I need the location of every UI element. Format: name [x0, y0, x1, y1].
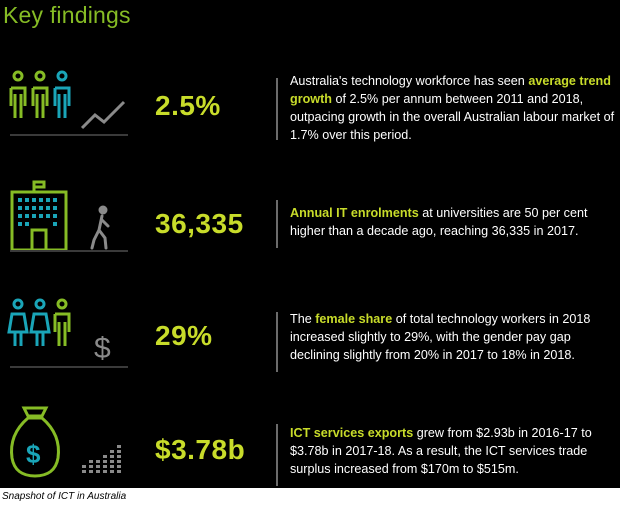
row-divider: [10, 250, 128, 252]
dollar-icon: $: [94, 332, 111, 365]
walking-person-icon: [90, 205, 110, 250]
key-findings-panel: Key findings: [0, 0, 620, 488]
finding-row-enrolments: 36,335 Annual IT enrolments at universit…: [0, 178, 620, 278]
finding-stat: 36,335: [155, 208, 244, 239]
finding-description: Annual IT enrolments at universities are…: [290, 204, 615, 240]
finding-icons: [0, 62, 140, 162]
finding-description: ICT services exports grew from $2.93b in…: [290, 424, 615, 478]
body-text: The: [290, 312, 316, 326]
highlight-text: average trend growth: [290, 74, 611, 106]
vertical-divider: [276, 424, 278, 486]
finding-description: The female share of total technology wor…: [290, 310, 615, 364]
highlight-text: Annual IT enrolments: [290, 206, 419, 220]
vertical-divider: [276, 78, 278, 140]
finding-icons: [0, 178, 140, 278]
finding-row-workforce: 2.5% Australia's technology workforce ha…: [0, 62, 620, 162]
body-text: at universities are 50 per cent higher t…: [290, 206, 588, 238]
finding-icons: $: [0, 290, 140, 390]
svg-text:$: $: [26, 439, 41, 469]
highlight-text: female share: [315, 312, 393, 326]
bar-graph-icon: [82, 445, 121, 473]
finding-stat: $3.78b: [155, 434, 246, 465]
trend-line-icon: [80, 100, 126, 130]
finding-row-exports: $ $3.78b ICT services exports grew from …: [0, 400, 620, 500]
svg-text:$: $: [94, 332, 111, 365]
body-text: grew from $2.93b in 2016-17 to $3.78b in…: [290, 426, 592, 476]
finding-stat: 29%: [155, 320, 213, 351]
body-text: of 2.5% per annum between 2011 and 2018,…: [290, 92, 615, 142]
row-divider: [10, 134, 128, 136]
body-text: Australia's technology workforce has see…: [290, 74, 529, 88]
finding-row-female-share: $ 29% The female share of total technolo…: [0, 290, 620, 390]
highlight-text: ICT services exports: [290, 426, 414, 440]
women-icon: [7, 298, 71, 346]
finding-description: Australia's technology workforce has see…: [290, 72, 615, 144]
vertical-divider: [276, 312, 278, 372]
finding-stat: 2.5%: [155, 90, 221, 121]
row-divider: [10, 366, 128, 368]
vertical-divider: [276, 200, 278, 248]
people-icon: [9, 70, 71, 118]
figure-caption: Snapshot of ICT in Australia: [2, 491, 127, 502]
page-title: Key findings: [3, 2, 131, 28]
finding-icons: $: [0, 400, 140, 500]
body-text: of total technology workers in 2018 incr…: [290, 312, 591, 362]
money-bag-icon: $: [10, 406, 60, 478]
